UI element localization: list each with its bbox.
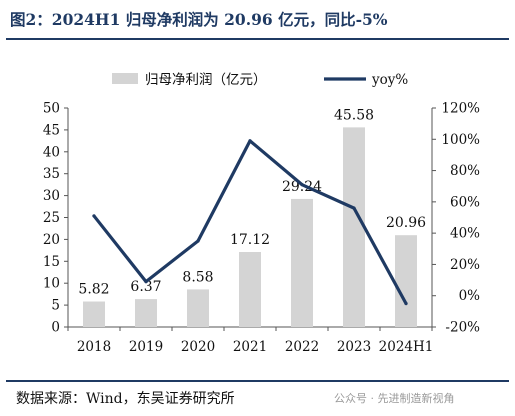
y-right-tick-label: 60%	[450, 194, 480, 210]
y-left-tick-label: 15	[43, 254, 60, 270]
y-right-tick-label: 40%	[450, 226, 480, 242]
line-series	[92, 139, 408, 306]
axes: 0 5 10 15 20 25 30 35 40 45 50 -20% 0% 20% 40% 60% 80% 10…	[43, 101, 480, 356]
y-left-tick-label: 25	[43, 210, 60, 226]
bar	[135, 299, 157, 327]
y-right-tick-label: 80%	[450, 163, 480, 179]
y-right-tick-label: 100%	[441, 132, 480, 148]
yoy-point	[352, 206, 356, 210]
x-tick-label: 2023	[337, 339, 371, 355]
y-left-tick-label: 30	[43, 188, 60, 204]
bar	[187, 289, 209, 327]
y-right-tick-label: -20%	[445, 320, 480, 336]
y-left-tick-label: 20	[43, 232, 60, 248]
bar	[343, 127, 365, 328]
bar-series	[83, 127, 417, 328]
x-tick-label: 2022	[285, 339, 319, 355]
x-tick-label: 2018	[77, 339, 111, 355]
yoy-point	[404, 301, 408, 306]
y-left-tick-label: 5	[51, 298, 60, 314]
y-right-tick-label: 20%	[450, 257, 480, 273]
yoy-point	[248, 139, 252, 143]
bar	[395, 235, 417, 327]
y-left-tick-label: 10	[43, 276, 60, 292]
x-tick-label: 2021	[233, 339, 267, 355]
x-tick-label: 2019	[129, 339, 163, 355]
bar-value-label: 5.82	[78, 282, 109, 298]
chart-title: 图2：2024H1 归母净利润为 20.96 亿元，同比-5%	[10, 10, 388, 29]
bar	[239, 252, 261, 327]
y-left-tick-label: 40	[43, 144, 60, 160]
source-note: 数据来源：Wind，东吴证券研究所	[16, 391, 235, 407]
yoy-point	[300, 183, 304, 187]
bar	[83, 301, 105, 327]
source-rule	[6, 380, 509, 382]
bar	[291, 198, 313, 327]
legend-bar-label: 归母净利润（亿元）	[145, 71, 267, 88]
y-left-tick-label: 50	[43, 101, 60, 117]
y-left-tick-label: 0	[51, 320, 60, 336]
bar-value-label: 45.58	[334, 107, 374, 123]
bar-value-label: 20.96	[386, 215, 426, 231]
title-rule	[6, 38, 509, 40]
y-left-tick-label: 45	[43, 122, 60, 138]
legend-line-label: yoy%	[371, 72, 408, 88]
y-right-tick-label: 0%	[459, 288, 481, 304]
bar-value-label: 17.12	[230, 232, 270, 248]
yoy-point	[196, 239, 200, 243]
yoy-point	[144, 280, 148, 284]
legend-bar-swatch	[112, 73, 138, 84]
yoy-point	[92, 214, 96, 218]
x-tick-label: 2024H1	[379, 339, 434, 355]
y-left-tick-label: 35	[43, 166, 60, 182]
x-tick-label: 2020	[181, 339, 215, 355]
bar-value-label: 6.37	[130, 279, 161, 295]
bar-value-label: 8.58	[182, 269, 213, 285]
y-right-tick-label: 120%	[441, 101, 480, 117]
legend: 归母净利润（亿元） yoy%	[112, 71, 408, 88]
watermark: 公众号 · 先进制造新视角	[334, 392, 455, 405]
